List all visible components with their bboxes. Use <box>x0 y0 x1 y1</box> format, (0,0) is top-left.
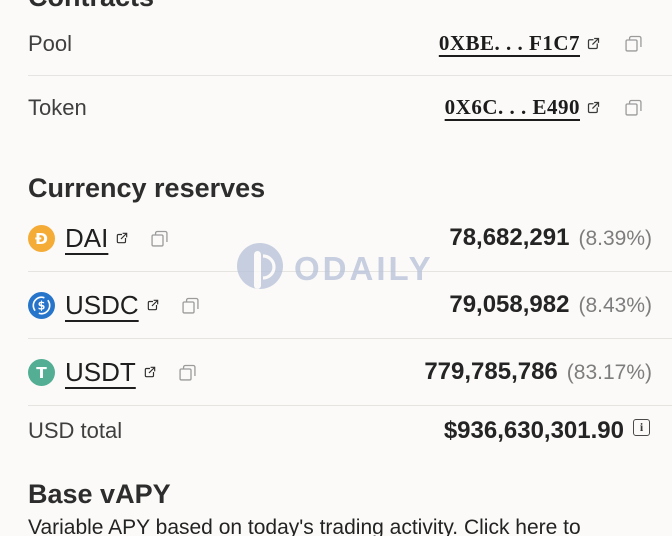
contract-row-pool: Pool 0XBE. . . F1C7 <box>28 12 672 75</box>
usd-total-row: USD total $936,630,301.90 i <box>28 406 672 456</box>
base-vapy-heading: Base vAPY <box>28 479 171 509</box>
external-link-icon[interactable] <box>146 298 160 312</box>
usdt-link[interactable]: USDT <box>65 356 136 387</box>
copy-icon[interactable] <box>180 295 201 316</box>
external-link-icon[interactable] <box>143 365 157 379</box>
reserve-row-usdt: T USDT 779,785,786 (83.17%) <box>28 339 672 405</box>
divider <box>28 405 672 406</box>
copy-icon[interactable] <box>623 97 644 118</box>
usdc-icon: $ <box>28 291 55 319</box>
svg-text:$: $ <box>38 299 46 312</box>
click-here-link[interactable]: Click here to <box>463 516 581 536</box>
usdc-link[interactable]: USDC <box>65 289 139 320</box>
contracts-heading: Contracts <box>28 0 672 12</box>
svg-text:Ð: Ð <box>35 229 48 247</box>
divider <box>28 338 672 339</box>
usdt-icon: T <box>28 358 55 386</box>
divider <box>28 75 672 76</box>
usdc-reserve-percent: (8.43%) <box>578 294 652 317</box>
pool-address-link[interactable]: 0XBE. . . F1C7 <box>438 31 580 55</box>
dai-reserve-percent: (8.39%) <box>578 227 652 250</box>
copy-icon[interactable] <box>623 33 644 54</box>
usd-total-label: USD total <box>28 418 123 443</box>
reserve-row-dai: Ð DAI 78,682,291 (8.39%) <box>28 205 672 271</box>
dai-link[interactable]: DAI <box>65 222 109 253</box>
currency-reserves-heading: Currency reserves <box>28 173 266 203</box>
reserve-row-usdc: $ USDC 79,058,982 (8.43%) <box>28 272 672 338</box>
copy-icon[interactable] <box>149 228 170 249</box>
divider <box>28 271 672 272</box>
pool-label: Pool <box>28 30 73 56</box>
external-link-icon[interactable] <box>586 100 601 115</box>
token-address-link[interactable]: 0X6C. . . E490 <box>444 95 580 119</box>
dai-icon: Ð <box>28 224 55 252</box>
copy-icon[interactable] <box>177 362 198 383</box>
svg-text:T: T <box>36 363 47 381</box>
usdc-reserve-value: 79,058,982 <box>449 291 570 318</box>
external-link-icon[interactable] <box>115 231 129 245</box>
token-label: Token <box>28 94 87 120</box>
contract-row-token: Token 0X6C. . . E490 <box>28 76 672 139</box>
base-vapy-description: Variable APY based on today's trading ac… <box>28 513 672 536</box>
external-link-icon[interactable] <box>586 36 601 51</box>
dai-reserve-value: 78,682,291 <box>449 224 570 251</box>
base-vapy-description-text: Variable APY based on today's trading ac… <box>28 516 459 536</box>
info-icon[interactable]: i <box>633 419 650 436</box>
usdt-reserve-value: 779,785,786 <box>424 358 558 385</box>
usdt-reserve-percent: (83.17%) <box>566 361 652 384</box>
usd-total-value: $936,630,301.90 <box>443 417 624 444</box>
